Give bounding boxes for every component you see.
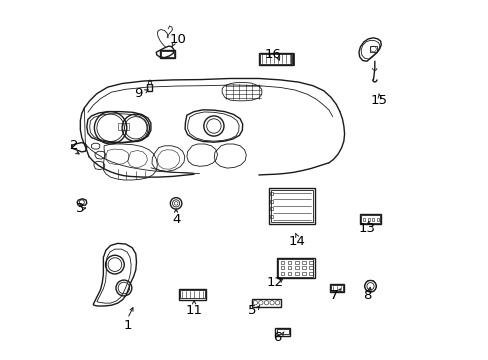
Text: 2: 2 <box>70 139 79 152</box>
Bar <box>270 207 272 210</box>
Bar <box>359 214 381 224</box>
Text: 8: 8 <box>362 289 370 302</box>
Bar <box>294 272 298 275</box>
Bar <box>270 200 272 203</box>
Text: 6: 6 <box>272 331 281 344</box>
Text: 10: 10 <box>169 33 186 46</box>
Bar <box>287 272 291 275</box>
Bar <box>118 123 128 130</box>
Bar <box>278 259 313 277</box>
Text: 7: 7 <box>329 289 338 302</box>
Text: 5: 5 <box>247 304 255 317</box>
Bar <box>146 84 151 91</box>
Bar <box>280 266 284 269</box>
Bar <box>309 261 312 264</box>
Bar <box>179 289 205 300</box>
Text: 1: 1 <box>123 319 131 332</box>
Bar <box>294 266 298 269</box>
Bar <box>287 266 291 269</box>
Bar <box>271 190 312 222</box>
Bar <box>360 215 380 223</box>
Bar <box>376 218 378 221</box>
Text: 14: 14 <box>287 235 305 248</box>
Bar <box>362 218 365 221</box>
Bar <box>268 188 314 224</box>
Bar <box>280 272 284 275</box>
Bar <box>270 192 272 195</box>
Bar <box>367 218 369 221</box>
Bar <box>294 261 298 264</box>
Bar <box>280 261 284 264</box>
Text: 13: 13 <box>358 222 375 235</box>
Bar <box>252 299 280 307</box>
Bar <box>276 258 314 278</box>
Bar <box>161 51 174 57</box>
Bar <box>287 261 291 264</box>
Bar <box>258 53 292 65</box>
Bar <box>270 215 272 218</box>
Bar <box>302 272 305 275</box>
Bar <box>147 81 150 84</box>
Bar <box>302 266 305 269</box>
Bar <box>276 329 288 334</box>
Bar <box>369 46 376 52</box>
Text: 16: 16 <box>264 48 281 60</box>
Bar <box>302 261 305 264</box>
Bar <box>371 218 374 221</box>
Bar <box>330 285 342 291</box>
Text: 4: 4 <box>172 213 180 226</box>
Bar <box>160 50 175 58</box>
Bar <box>309 272 312 275</box>
Text: 3: 3 <box>76 202 85 215</box>
Text: 11: 11 <box>185 304 202 317</box>
Bar <box>329 284 343 292</box>
Text: 9: 9 <box>134 87 142 100</box>
Text: 12: 12 <box>266 276 283 289</box>
Bar <box>180 290 204 298</box>
Bar <box>260 54 291 64</box>
Text: 15: 15 <box>370 94 387 107</box>
Bar <box>290 53 294 65</box>
Bar <box>309 266 312 269</box>
Bar <box>275 328 289 336</box>
